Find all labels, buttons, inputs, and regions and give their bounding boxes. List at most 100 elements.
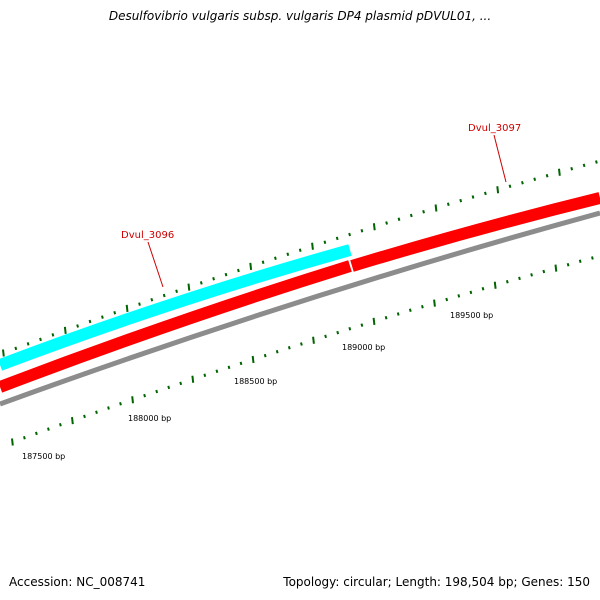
top-tick [26, 342, 30, 346]
top-tick [422, 209, 425, 214]
bottom-tick [95, 410, 98, 414]
bottom-tick [324, 334, 327, 339]
top-tick [274, 256, 277, 261]
bottom-tick [263, 353, 267, 358]
bottom-tick [35, 431, 38, 436]
bottom-tick [336, 330, 340, 335]
top-tick [496, 186, 500, 194]
position-label-187500: 187500 bp [22, 452, 65, 461]
bottom-tick [239, 361, 243, 366]
top-tick [224, 272, 228, 277]
top-tick [113, 311, 117, 315]
top-tick [125, 304, 129, 313]
bottom-tick [384, 315, 388, 320]
top-tick [348, 232, 351, 237]
top-tick [76, 324, 79, 328]
bottom-tick [215, 369, 219, 374]
top-tick [249, 262, 253, 271]
bottom-tick [348, 327, 352, 331]
bottom-tick [131, 396, 134, 404]
position-label-188000: 188000 bp [128, 414, 171, 423]
bottom-tick [11, 438, 14, 446]
bottom-tick [312, 336, 315, 344]
bottom-tick [408, 308, 412, 313]
top-tick [14, 346, 18, 351]
bottom-tick [554, 264, 558, 272]
position-label-189000: 189000 bp [342, 343, 385, 352]
top-tick [508, 184, 512, 188]
accession-label: Accession: NC_008741 [9, 575, 146, 589]
bottom-tick [203, 373, 207, 378]
bottom-tick [227, 365, 231, 370]
tick-row-top [2, 160, 598, 357]
topology-summary: Topology: circular; Length: 198,504 bp; … [283, 575, 590, 589]
top-tick [397, 217, 401, 221]
bottom-tick [59, 423, 62, 427]
top-tick [237, 268, 240, 273]
position-label-189500: 189500 bp [450, 311, 493, 320]
bottom-tick [396, 312, 400, 316]
bottom-tick [433, 299, 436, 307]
bottom-tick [300, 342, 303, 346]
bottom-tick [578, 259, 582, 264]
bottom-tick [71, 416, 74, 425]
top-tick [187, 283, 191, 291]
bottom-tick [469, 290, 473, 295]
bottom-tick [530, 273, 533, 277]
bottom-tick [445, 297, 449, 302]
tick-row-bottom [11, 256, 594, 446]
bottom-tick [119, 402, 122, 406]
bottom-tick [155, 389, 159, 394]
bottom-tick [251, 355, 255, 364]
gene-arc-dvul-3096-forward[interactable] [0, 244, 352, 371]
bottom-tick [23, 435, 26, 440]
top-tick [298, 248, 302, 253]
bottom-tick [481, 287, 485, 291]
top-tick [323, 240, 327, 245]
bottom-tick [47, 427, 50, 431]
top-tick [175, 289, 178, 294]
gene-label-dvul-3096: Dvul_3096 [121, 230, 174, 241]
top-tick [2, 349, 5, 357]
top-tick [212, 276, 215, 281]
top-tick [484, 191, 487, 196]
bottom-tick [143, 393, 146, 398]
top-tick [372, 223, 376, 231]
bottom-tick [566, 262, 570, 267]
top-tick [434, 204, 438, 212]
top-tick [162, 293, 166, 298]
gene-label-dvul-3097: Dvul_3097 [468, 123, 521, 134]
bottom-tick [421, 304, 424, 309]
top-tick [51, 333, 55, 337]
top-tick [101, 315, 104, 319]
top-tick [533, 177, 537, 181]
top-tick [138, 302, 141, 306]
gene-arc-dvul-3096-reverse[interactable] [0, 260, 352, 393]
top-tick [558, 168, 561, 176]
top-tick [150, 298, 154, 302]
top-tick [39, 337, 42, 342]
top-tick [570, 167, 574, 171]
top-tick [582, 163, 586, 168]
top-tick [409, 213, 413, 218]
bottom-tick [179, 381, 183, 386]
gene-label-leader-dvul-3097 [493, 134, 507, 183]
position-label-188500: 188500 bp [234, 377, 277, 386]
gene-label-leader-dvul-3096 [147, 241, 164, 288]
bottom-tick [518, 276, 521, 281]
top-tick [385, 221, 388, 225]
top-tick [311, 242, 314, 250]
top-tick [471, 195, 475, 199]
bottom-tick [505, 280, 509, 284]
top-tick [286, 252, 290, 256]
gene-arc-dvul-3097-reverse[interactable] [350, 192, 600, 272]
bottom-tick [287, 346, 291, 350]
bottom-tick [83, 414, 86, 419]
bottom-tick [191, 375, 195, 383]
top-tick [199, 281, 203, 285]
bottom-tick [493, 281, 497, 289]
top-tick [459, 198, 463, 203]
bottom-tick [372, 317, 376, 326]
top-tick [88, 319, 92, 324]
